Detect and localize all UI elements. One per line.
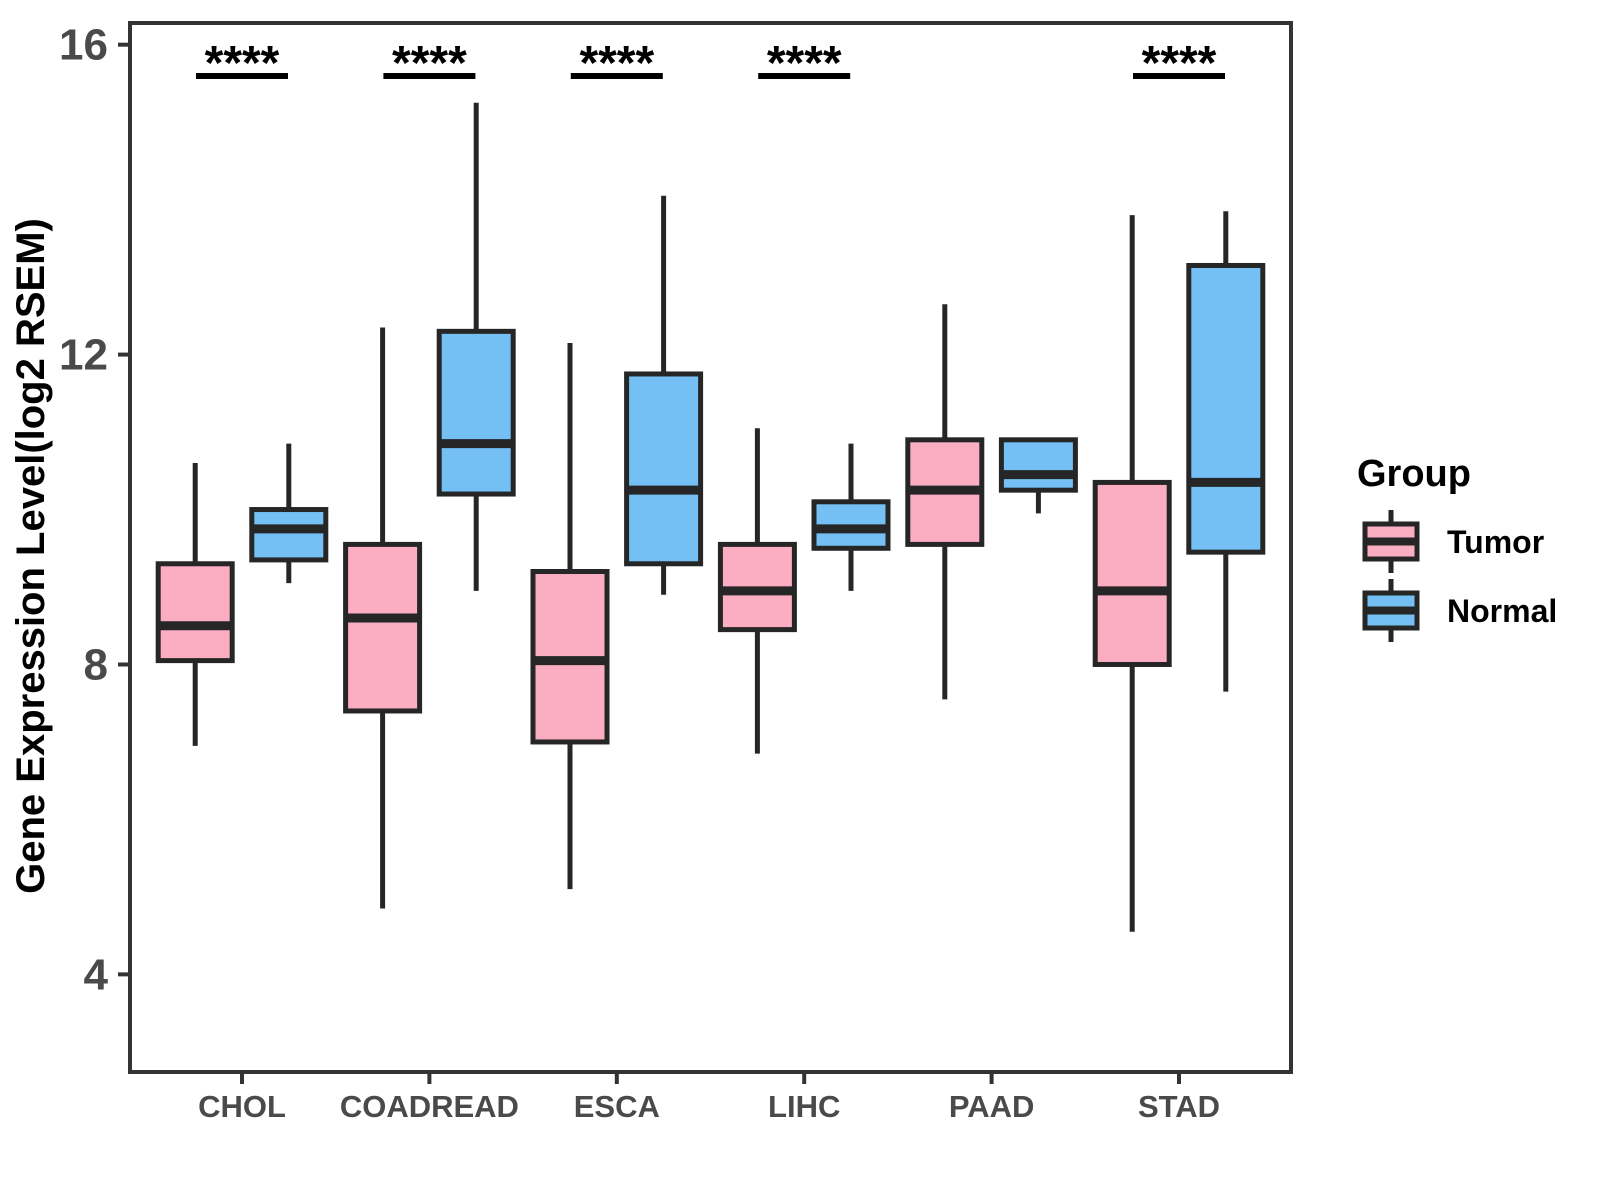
y-axis-tick-label: 12 xyxy=(59,331,108,380)
significance-underline xyxy=(383,73,476,79)
box-chol-normal xyxy=(249,443,329,584)
iqr-box xyxy=(1186,262,1266,555)
significance-chol: **** xyxy=(196,37,288,90)
y-axis-tick-label: 16 xyxy=(59,21,108,70)
significance-coadread: **** xyxy=(383,37,476,90)
significance-esca: **** xyxy=(570,37,663,90)
significance-stars: **** xyxy=(767,37,842,90)
significance-underline xyxy=(570,73,663,79)
significance-stars: **** xyxy=(392,37,467,90)
box-chol-tumor xyxy=(155,463,235,746)
panel-border xyxy=(128,21,1293,1074)
x-axis-label-esca: ESCA xyxy=(574,1089,660,1124)
x-axis-label-paad: PAAD xyxy=(949,1089,1035,1124)
box-stad-tumor xyxy=(1092,215,1172,932)
legend-label-tumor: Tumor xyxy=(1447,524,1544,560)
legend-key-tumor: Tumor xyxy=(1362,510,1544,573)
box-coadread-tumor xyxy=(343,327,423,909)
y-axis-tick-label: 8 xyxy=(84,640,108,689)
legend-key-normal: Normal xyxy=(1362,579,1557,642)
box-coadread-normal xyxy=(436,102,516,591)
legend-title: Group xyxy=(1357,453,1471,495)
plot-panel-group: 16 12 8 4 CHOL COADREAD ESCA LIHC PAAD STAD **** **… xyxy=(59,21,1293,1124)
iqr-box xyxy=(249,507,329,563)
box-paad-tumor xyxy=(905,304,985,700)
box-esca-normal xyxy=(624,195,704,595)
x-axis-label-lihc: LIHC xyxy=(768,1089,840,1124)
iqr-box xyxy=(624,371,704,567)
box-paad-normal xyxy=(998,437,1078,514)
iqr-box xyxy=(436,328,516,497)
box-lihc-normal xyxy=(811,443,891,591)
box-lihc-tumor xyxy=(717,428,797,754)
y-axis-tick-label: 4 xyxy=(84,950,109,999)
significance-stars: **** xyxy=(1142,37,1217,90)
legend-label-normal: Normal xyxy=(1447,593,1557,629)
x-axis-label-stad: STAD xyxy=(1138,1089,1220,1124)
significance-underline xyxy=(1133,73,1225,79)
box-esca-tumor xyxy=(530,342,610,890)
legend: Group Tumor Normal xyxy=(1357,453,1557,642)
y-axis-title: Gene Expression Level(log2 RSEM) xyxy=(9,218,53,894)
x-axis-label-coadread: COADREAD xyxy=(340,1089,519,1124)
significance-lihc: **** xyxy=(758,37,851,90)
iqr-box xyxy=(155,561,235,664)
significance-underline xyxy=(196,73,288,79)
significance-underline xyxy=(758,73,851,79)
significance-stars: **** xyxy=(205,37,280,90)
significance-stad: **** xyxy=(1133,37,1225,90)
box-stad-normal xyxy=(1186,211,1266,692)
significance-stars: **** xyxy=(579,37,654,90)
iqr-box xyxy=(998,437,1078,493)
iqr-box xyxy=(1092,479,1172,667)
iqr-box xyxy=(343,541,423,714)
x-axis-label-chol: CHOL xyxy=(198,1089,286,1124)
